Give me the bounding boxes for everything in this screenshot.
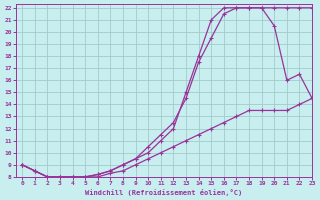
X-axis label: Windchill (Refroidissement éolien,°C): Windchill (Refroidissement éolien,°C) [85, 189, 243, 196]
